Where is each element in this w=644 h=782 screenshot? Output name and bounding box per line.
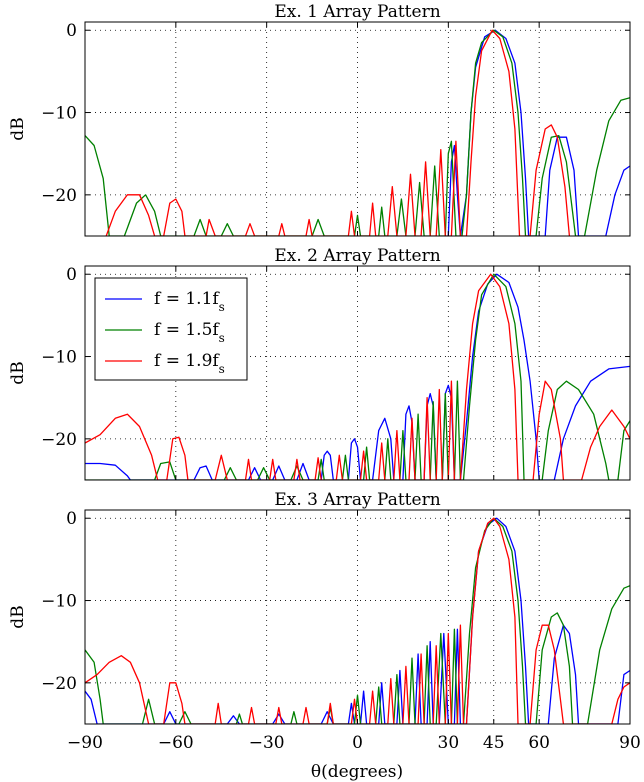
x-tick-label: 60 [528,733,550,753]
y-axis-label: dB [8,117,28,140]
y-tick-label: −10 [41,348,77,368]
legend-label-subscript: s [219,331,225,345]
y-axis-label: dB [8,605,28,628]
series-line-f-1-1fs [85,273,630,480]
x-tick-label: 90 [619,733,641,753]
series-line-f-1-9fs [85,517,630,724]
series-group [85,273,630,480]
panel-title: Ex. 3 Array Pattern [274,490,440,510]
y-tick-label: −10 [41,592,77,612]
grid [85,510,630,724]
x-tick-label: 30 [438,733,460,753]
x-tick-label: −30 [249,733,285,753]
legend-label-subscript: s [219,362,225,376]
series-line-f-1-9fs [105,29,571,236]
x-tick-label: −90 [67,733,103,753]
legend-box [94,277,248,381]
panel-2: Ex. 2 Array Pattern 0 −10 −20 dB [8,246,631,481]
panel-title: Ex. 1 Array Pattern [274,2,440,22]
y-tick-label: 0 [66,21,77,41]
y-tick-label: 0 [66,509,77,529]
panel-3: Ex. 3 Array Pattern −90 −60 −30 0 30 45 60 90 0 −1… [8,490,641,753]
y-tick-label: 0 [66,265,77,285]
legend-label-subscript: s [219,300,225,314]
y-tick-label: −20 [41,430,77,450]
panel-1: Ex. 1 Array Pattern 0 −10 −20 dB [8,2,631,237]
series-line-f-1-5fs [85,273,630,480]
series-group [85,29,630,236]
x-tick-label: 45 [483,733,505,753]
axes-frame [84,21,631,237]
y-tick-label: −20 [41,186,77,206]
panel-title: Ex. 2 Array Pattern [274,246,440,266]
series-line-f-1-1fs [85,517,630,724]
y-tick-label: −10 [41,104,77,124]
axes-frame [84,509,631,725]
series-line-f-1-5fs [85,29,630,236]
y-axis-label: dB [8,361,28,384]
grid [85,22,630,236]
x-tick-label: 0 [352,733,363,753]
series-line-f-1-1fs [447,29,630,236]
series-group [85,517,630,724]
series-line-f-1-5fs [85,517,630,724]
x-tick-label: −60 [158,733,194,753]
x-axis-label: θ(degrees) [311,762,403,782]
y-tick-label: −20 [41,674,77,694]
